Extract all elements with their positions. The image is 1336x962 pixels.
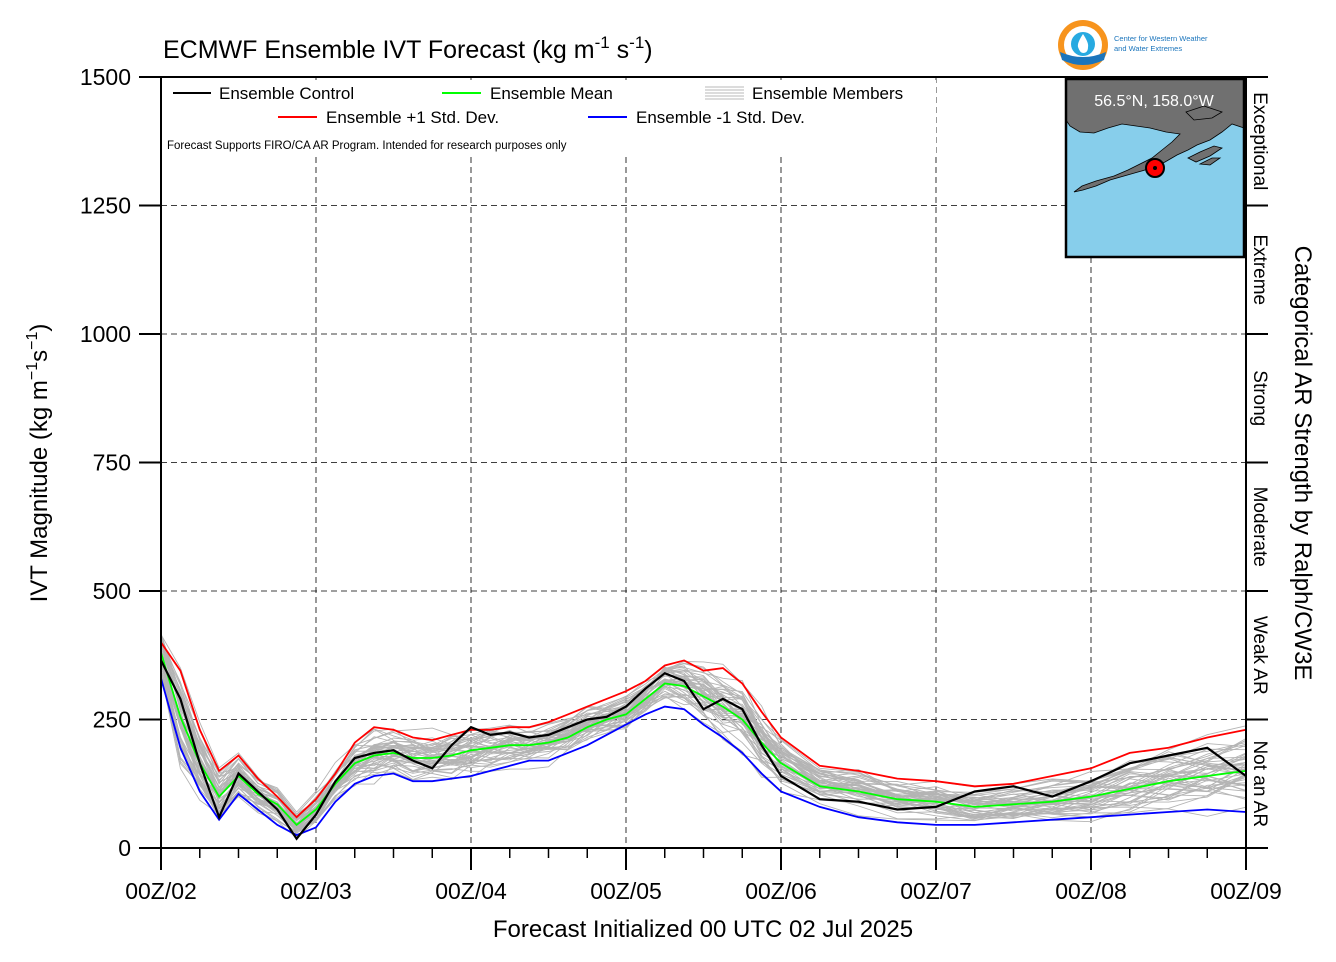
y-tick-label: 1500 [80,64,131,90]
x-tick-label: 00Z/03 [280,878,352,904]
x-tick-label: 00Z/04 [435,878,507,904]
x-tick-label: 00Z/06 [745,878,817,904]
y-tick-label: 250 [93,707,131,733]
inset-location-label: 56.5°N, 158.0°W [1094,93,1214,110]
category-label: Not an AR [1249,740,1270,827]
ensemble-member-line [160,643,1247,819]
legend: Ensemble Control Ensemble Mean Ensemble … [166,80,936,156]
legend-label-members: Ensemble Members [752,84,903,103]
ensemble-member-line [160,668,1247,830]
x-tick-label: 00Z/09 [1210,878,1282,904]
x-tick-label: 00Z/08 [1055,878,1127,904]
category-label: Strong [1249,370,1270,426]
category-label: Extreme [1249,234,1270,305]
legend-label-plus-std: Ensemble +1 Std. Dev. [326,108,499,127]
series-lines [160,641,1247,841]
x-tick-label: 00Z/02 [125,878,197,904]
legend-label-control: Ensemble Control [219,84,354,103]
category-label: Exceptional [1249,92,1270,190]
cw3e-logo: Center for Western Weather and Water Ext… [1058,20,1208,70]
chart-title: ECMWF Ensemble IVT Forecast (kg m-1 s-1) [163,33,653,64]
ensemble-member-line [160,649,1247,831]
legend-disclaimer: Forecast Supports FIRO/CA AR Program. In… [167,140,567,152]
inset-map: 56.5°N, 158.0°W [1064,77,1246,259]
x-tick-label: 00Z/05 [590,878,662,904]
legend-swatch-members [705,86,744,100]
axes: 0 250 500 750 1000 1250 1500 Not an AR Weak AR Mo… [80,64,1282,904]
landmass-island-2 [1198,157,1222,166]
y-axis-label: IVT Magnitude (kg m−1s−1) [24,324,53,603]
legend-label-minus-std: Ensemble -1 Std. Dev. [636,108,805,127]
series-line-ensemble-mean [160,652,1247,827]
y-tick-label: 1250 [80,193,131,219]
logo-text-line2: and Water Extremes [1114,44,1182,53]
ensemble-members [160,633,1247,839]
y-tick-label: 750 [93,450,131,476]
water-drop-icon [1077,34,1089,53]
series-line-ensemble-1-std-dev- [160,678,1247,837]
logo-text-line1: Center for Western Weather [1114,34,1208,43]
category-label: Weak AR [1249,616,1270,695]
series-line-ensemble-1-std-dev- [160,641,1247,819]
y-tick-label: 0 [118,835,131,861]
right-axis-label: Categorical AR Strength by Ralph/CW3E [1289,246,1316,681]
legend-label-mean: Ensemble Mean [490,84,613,103]
x-axis-label: Forecast Initialized 00 UTC 02 Jul 2025 [493,916,913,943]
landmass-island-1 [1187,145,1223,163]
y-tick-label: 500 [93,578,131,604]
series-line-ensemble-control [160,659,1247,841]
ensemble-member-line [160,662,1247,827]
y-tick-label: 1000 [80,321,131,347]
x-tick-label: 00Z/07 [900,878,972,904]
category-label: Moderate [1249,487,1270,567]
landmass-island-3 [1185,105,1223,121]
